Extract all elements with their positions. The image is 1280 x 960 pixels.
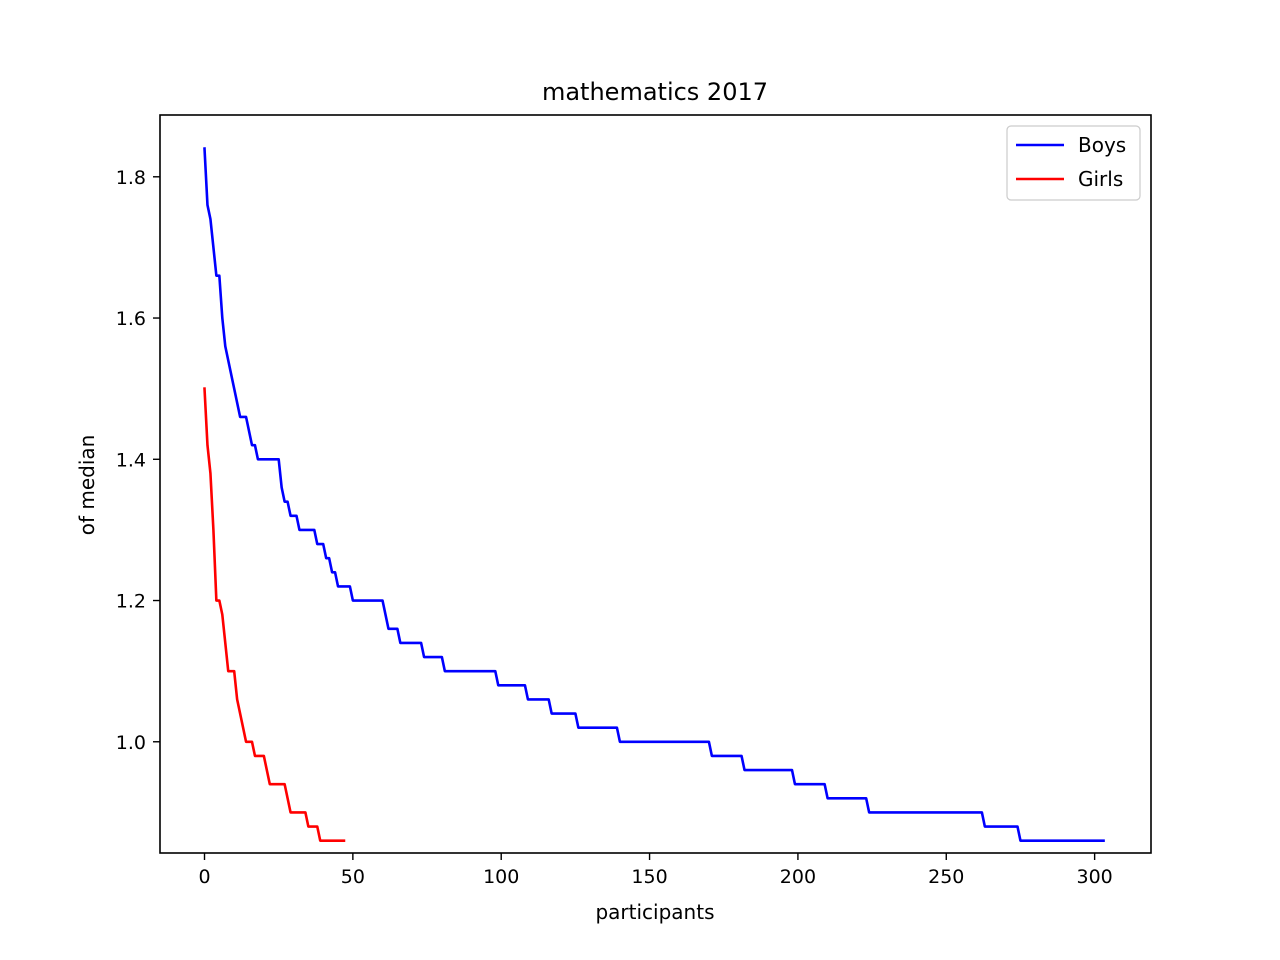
x-axis: 0 50 100 150 200 250 300 — [198, 853, 1113, 888]
x-tick-label: 200 — [780, 866, 816, 888]
x-tick-label: 250 — [928, 866, 964, 888]
x-tick-label: 150 — [631, 866, 667, 888]
x-axis-label: participants — [595, 900, 714, 924]
y-tick-label: 1.6 — [116, 308, 146, 330]
x-tick-label: 50 — [341, 866, 365, 888]
chart-title: mathematics 2017 — [542, 78, 768, 106]
x-tick-label: 100 — [483, 866, 519, 888]
legend-label-girls: Girls — [1078, 167, 1123, 191]
y-axis-label: of median — [75, 435, 99, 536]
y-tick-label: 1.0 — [116, 732, 146, 754]
series-line-girls — [203, 387, 346, 842]
series-line-boys — [203, 147, 1105, 842]
x-tick-label: 0 — [198, 866, 210, 888]
x-tick-label: 300 — [1076, 866, 1112, 888]
legend-label-boys: Boys — [1078, 133, 1126, 157]
y-tick-label: 1.4 — [116, 449, 146, 471]
y-tick-label: 1.2 — [116, 591, 146, 613]
plot-frame — [159, 114, 1152, 854]
series-layer — [203, 147, 1105, 842]
y-axis: 1.0 1.2 1.4 1.6 1.8 — [116, 167, 160, 754]
legend: Boys Girls — [1006, 125, 1141, 201]
y-tick-label: 1.8 — [116, 167, 146, 189]
